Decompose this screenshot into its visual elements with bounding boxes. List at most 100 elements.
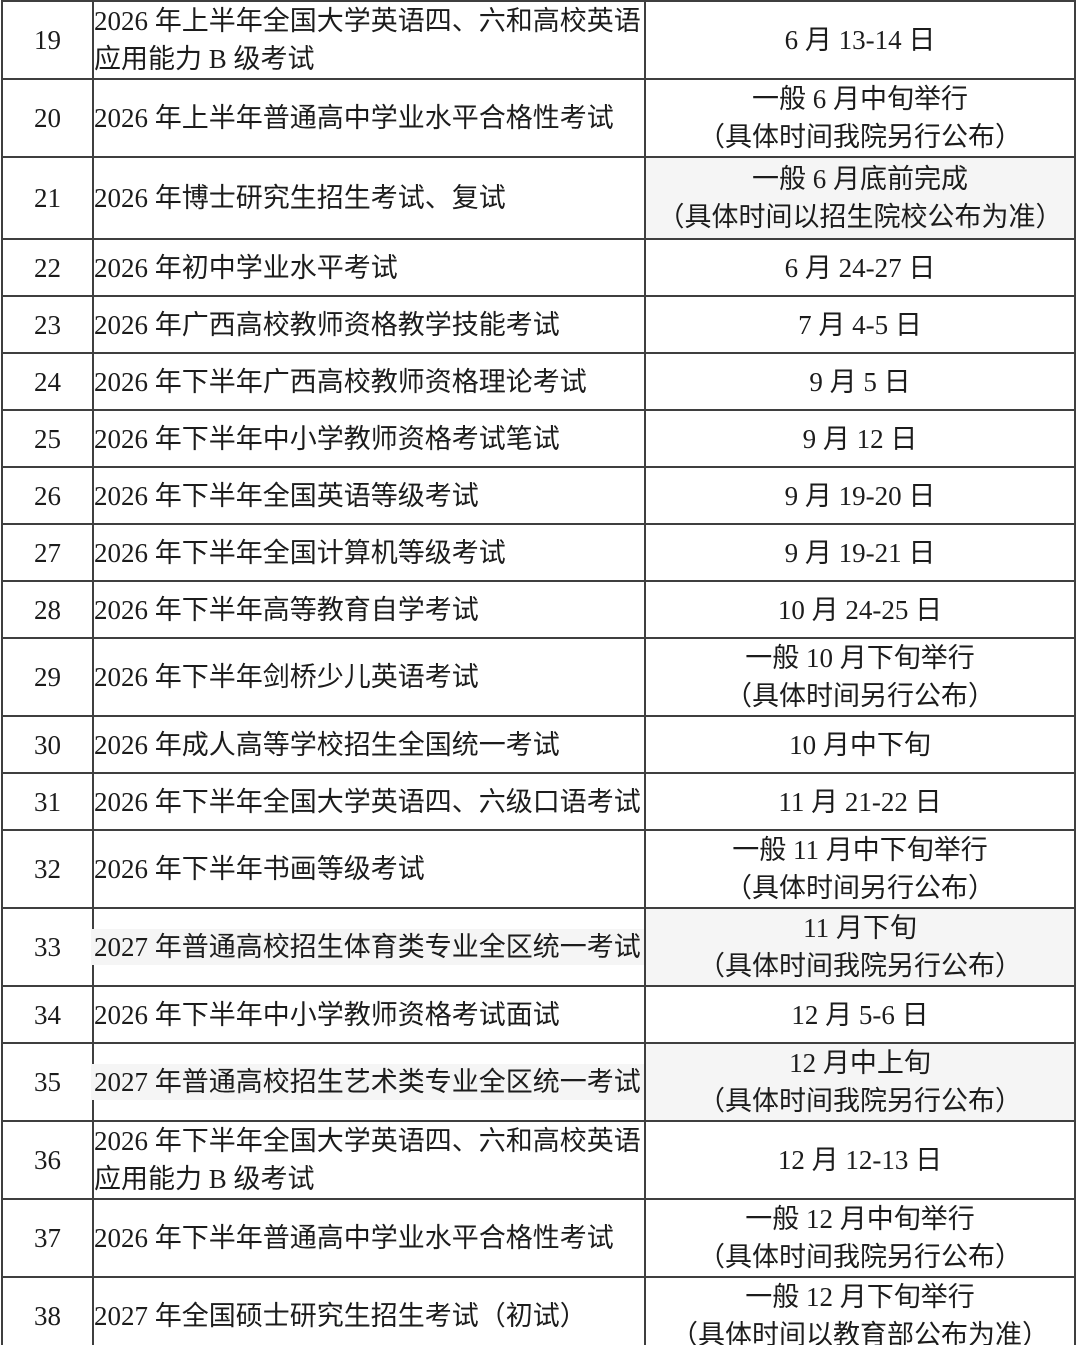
table-row: 28 2026 年下半年高等教育自学考试 10 月 24-25 日 bbox=[1, 580, 1076, 639]
table-row: 21 2026 年博士研究生招生考试、复试 一般 6 月底前完成 （具体时间以招… bbox=[1, 156, 1076, 240]
exam-name: 2026 年初中学业水平考试 bbox=[94, 252, 398, 283]
row-number-cell: 27 bbox=[1, 523, 94, 582]
exam-name-cell: 2026 年下半年剑桥少儿英语考试 bbox=[92, 637, 646, 717]
table-row: 29 2026 年下半年剑桥少儿英语考试 一般 10 月下旬举行 （具体时间另行… bbox=[1, 637, 1076, 717]
exam-date-line2: （具体时间以招生院校公布为准） bbox=[657, 202, 1063, 232]
row-number-cell: 29 bbox=[1, 637, 94, 717]
exam-name: 2027 年普通高校招生艺术类专业全区统一考试 bbox=[94, 1067, 641, 1097]
table-row: 37 2026 年下半年普通高中学业水平合格性考试 一般 12 月中旬举行 （具… bbox=[1, 1198, 1076, 1278]
exam-date-line1: 9 月 5 日 bbox=[809, 366, 911, 397]
exam-date-line1: 7 月 4-5 日 bbox=[798, 309, 922, 340]
row-number-cell: 33 bbox=[1, 907, 94, 987]
exam-name: 2026 年广西高校教师资格教学技能考试 bbox=[94, 309, 560, 340]
exam-date-line2: （具体时间我院另行公布） bbox=[698, 122, 1022, 152]
exam-name-cell: 2027 年普通高校招生艺术类专业全区统一考试 bbox=[92, 1042, 646, 1122]
exam-name-cell: 2026 年下半年书画等级考试 bbox=[92, 829, 646, 909]
exam-name: 2026 年下半年全国英语等级考试 bbox=[94, 480, 479, 511]
row-number-cell: 22 bbox=[1, 238, 94, 297]
exam-date-line1: 9 月 12 日 bbox=[802, 423, 918, 454]
exam-date-line2: （具体时间另行公布） bbox=[725, 681, 995, 711]
table-row: 35 2027 年普通高校招生艺术类专业全区统一考试 12 月中上旬 （具体时间… bbox=[1, 1042, 1076, 1122]
row-number: 37 bbox=[34, 1223, 61, 1253]
exam-name: 2026 年博士研究生招生考试、复试 bbox=[94, 183, 506, 213]
exam-name-cell: 2027 年普通高校招生体育类专业全区统一考试 bbox=[92, 907, 646, 987]
exam-name: 2026 年下半年普通高中学业水平合格性考试 bbox=[94, 1223, 614, 1253]
exam-date-cell: 12 月中上旬 （具体时间我院另行公布） bbox=[644, 1042, 1076, 1122]
exam-date-line1: 9 月 19-20 日 bbox=[784, 480, 936, 511]
exam-name-cell: 2026 年上半年普通高中学业水平合格性考试 bbox=[92, 78, 646, 158]
exam-date-line2: （具体时间我院另行公布） bbox=[698, 951, 1022, 981]
exam-name: 2026 年下半年广西高校教师资格理论考试 bbox=[94, 366, 587, 397]
table-row: 26 2026 年下半年全国英语等级考试 9 月 19-20 日 bbox=[1, 466, 1076, 525]
row-number-cell: 30 bbox=[1, 715, 94, 774]
table-row: 23 2026 年广西高校教师资格教学技能考试 7 月 4-5 日 bbox=[1, 295, 1076, 354]
table-row: 36 2026 年下半年全国大学英语四、六和高校英语 应用能力 B 级考试 12… bbox=[1, 1120, 1076, 1200]
exam-date-line1: 一般 6 月中旬举行 bbox=[752, 84, 968, 114]
row-number: 21 bbox=[34, 183, 61, 213]
row-number-cell: 19 bbox=[1, 0, 94, 80]
exam-name: 2027 年普通高校招生体育类专业全区统一考试 bbox=[94, 932, 641, 962]
row-number: 36 bbox=[34, 1145, 61, 1175]
row-number: 31 bbox=[34, 786, 61, 817]
exam-name-cell: 2026 年下半年全国大学英语四、六级口语考试 bbox=[92, 772, 646, 831]
exam-date-line1: 一般 10 月下旬举行 bbox=[745, 643, 975, 673]
row-number: 33 bbox=[34, 932, 61, 962]
row-number-cell: 35 bbox=[1, 1042, 94, 1122]
exam-date-line1: 6 月 24-27 日 bbox=[784, 252, 936, 283]
exam-date-cell: 6 月 24-27 日 bbox=[644, 238, 1076, 297]
row-number: 22 bbox=[34, 252, 61, 283]
exam-name-cell: 2026 年成人高等学校招生全国统一考试 bbox=[92, 715, 646, 774]
exam-name: 2026 年成人高等学校招生全国统一考试 bbox=[94, 729, 560, 760]
exam-date-cell: 9 月 19-21 日 bbox=[644, 523, 1076, 582]
exam-date-line1: 10 月 24-25 日 bbox=[777, 594, 943, 625]
table-row: 24 2026 年下半年广西高校教师资格理论考试 9 月 5 日 bbox=[1, 352, 1076, 411]
exam-name-cell: 2027 年全国硕士研究生招生考试（初试） bbox=[92, 1276, 646, 1345]
exam-date-cell: 一般 12 月中旬举行 （具体时间我院另行公布） bbox=[644, 1198, 1076, 1278]
exam-name: 2026 年下半年全国计算机等级考试 bbox=[94, 537, 506, 568]
exam-name-cell: 2026 年下半年中小学教师资格考试面试 bbox=[92, 985, 646, 1044]
table-row: 30 2026 年成人高等学校招生全国统一考试 10 月中下旬 bbox=[1, 715, 1076, 774]
exam-name-cell: 2026 年下半年高等教育自学考试 bbox=[92, 580, 646, 639]
row-number: 25 bbox=[34, 423, 61, 454]
exam-date-line1: 11 月 21-22 日 bbox=[778, 786, 942, 817]
row-number-cell: 26 bbox=[1, 466, 94, 525]
row-number-cell: 36 bbox=[1, 1120, 94, 1200]
exam-name-cell: 2026 年下半年普通高中学业水平合格性考试 bbox=[92, 1198, 646, 1278]
exam-date-line1: 一般 6 月底前完成 bbox=[752, 164, 968, 194]
exam-name-cell: 2026 年下半年全国英语等级考试 bbox=[92, 466, 646, 525]
exam-name-cell: 2026 年下半年中小学教师资格考试笔试 bbox=[92, 409, 646, 468]
table-row: 31 2026 年下半年全国大学英语四、六级口语考试 11 月 21-22 日 bbox=[1, 772, 1076, 831]
row-number: 19 bbox=[34, 25, 61, 55]
exam-date-line2: （具体时间以教育部公布为准） bbox=[671, 1320, 1049, 1345]
exam-date-cell: 6 月 13-14 日 bbox=[644, 0, 1076, 80]
exam-name-cell: 2026 年下半年广西高校教师资格理论考试 bbox=[92, 352, 646, 411]
exam-name-cell: 2026 年博士研究生招生考试、复试 bbox=[92, 156, 646, 240]
exam-name: 2026 年下半年中小学教师资格考试面试 bbox=[94, 999, 560, 1030]
exam-date-cell: 10 月中下旬 bbox=[644, 715, 1076, 774]
row-number-cell: 37 bbox=[1, 1198, 94, 1278]
exam-date-line1: 11 月下旬 bbox=[803, 913, 917, 943]
table-row: 32 2026 年下半年书画等级考试 一般 11 月中下旬举行 （具体时间另行公… bbox=[1, 829, 1076, 909]
row-number: 29 bbox=[34, 662, 61, 692]
exam-name-cell: 2026 年上半年全国大学英语四、六和高校英语 应用能力 B 级考试 bbox=[92, 0, 646, 80]
exam-name: 2026 年下半年中小学教师资格考试笔试 bbox=[94, 423, 560, 454]
row-number: 26 bbox=[34, 480, 61, 511]
row-number: 30 bbox=[34, 729, 61, 760]
row-number: 23 bbox=[34, 309, 61, 340]
exam-date-cell: 10 月 24-25 日 bbox=[644, 580, 1076, 639]
table-row: 22 2026 年初中学业水平考试 6 月 24-27 日 bbox=[1, 238, 1076, 297]
exam-name: 2027 年全国硕士研究生招生考试（初试） bbox=[94, 1301, 587, 1331]
row-number-cell: 25 bbox=[1, 409, 94, 468]
exam-date-cell: 7 月 4-5 日 bbox=[644, 295, 1076, 354]
exam-name: 2026 年下半年书画等级考试 bbox=[94, 854, 425, 884]
exam-date-line2: （具体时间我院另行公布） bbox=[698, 1242, 1022, 1272]
row-number-cell: 20 bbox=[1, 78, 94, 158]
exam-date-line1: 12 月 5-6 日 bbox=[791, 999, 929, 1030]
table-row: 20 2026 年上半年普通高中学业水平合格性考试 一般 6 月中旬举行 （具体… bbox=[1, 78, 1076, 158]
row-number: 35 bbox=[34, 1067, 61, 1097]
row-number: 28 bbox=[34, 594, 61, 625]
exam-name: 2026 年上半年全国大学英语四、六和高校英语 应用能力 B 级考试 bbox=[94, 6, 641, 74]
exam-date-cell: 11 月下旬 （具体时间我院另行公布） bbox=[644, 907, 1076, 987]
row-number: 27 bbox=[34, 537, 61, 568]
